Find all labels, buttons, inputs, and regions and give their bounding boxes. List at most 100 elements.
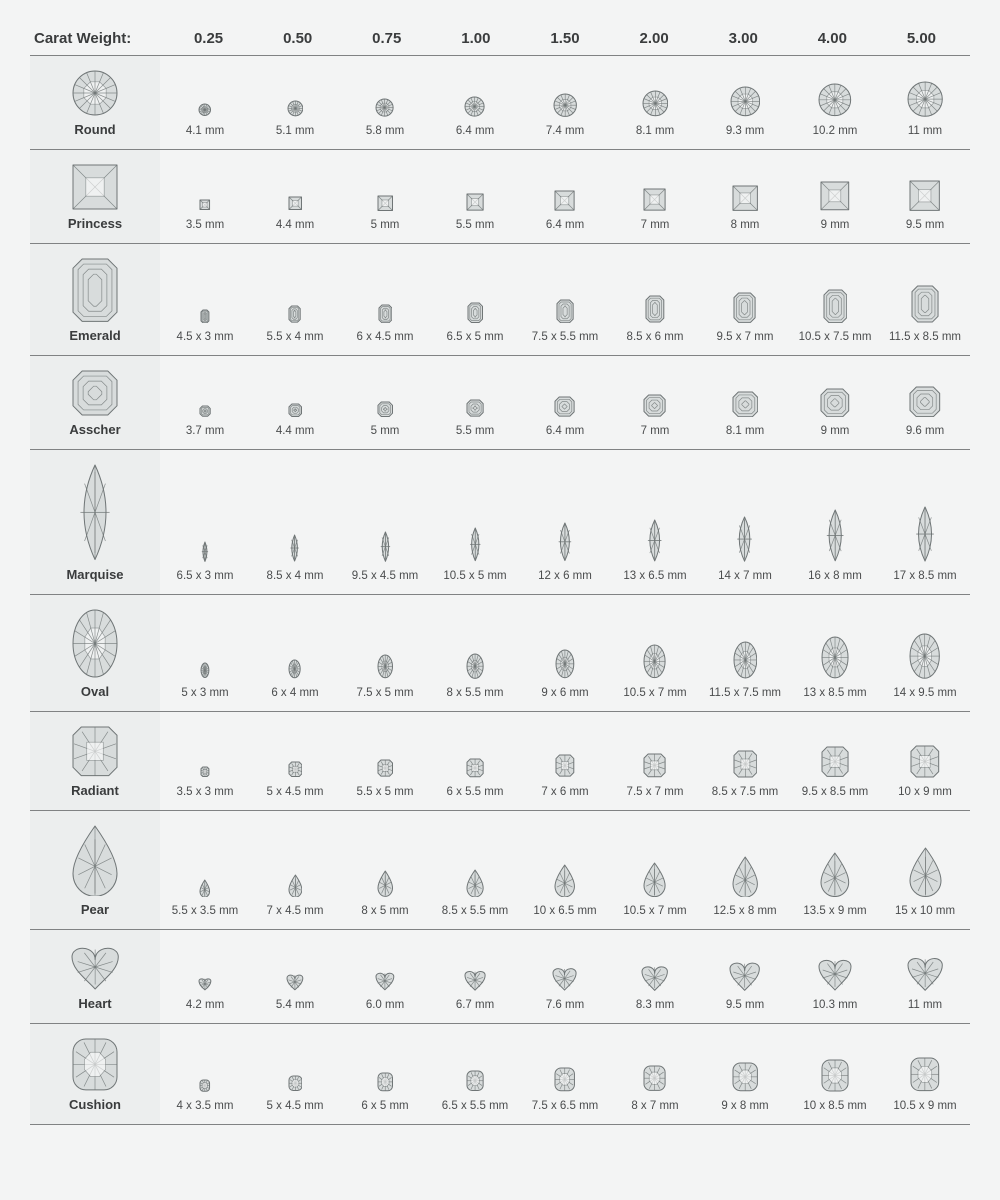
shape-key: Cushion	[30, 1024, 160, 1124]
princess-diamond-icon	[909, 180, 940, 211]
size-cell: 8.5 x 6 mm	[610, 244, 700, 355]
size-label: 4.2 mm	[186, 999, 224, 1011]
size-label: 7 mm	[641, 425, 670, 437]
size-cell: 5.5 x 5 mm	[340, 712, 430, 810]
size-cell: 10.5 x 7 mm	[610, 811, 700, 929]
radiant-diamond-icon	[72, 726, 118, 777]
size-label: 6.5 x 5 mm	[447, 331, 504, 343]
shape-key: Princess	[30, 150, 160, 243]
size-cell: 8.5 x 7.5 mm	[700, 712, 790, 810]
shape-name: Pear	[81, 902, 109, 917]
shape-name: Emerald	[69, 328, 120, 343]
size-cell: 5.5 mm	[430, 150, 520, 243]
emerald-diamond-icon	[288, 305, 301, 323]
size-label: 7.4 mm	[546, 125, 584, 137]
pear-diamond-icon	[466, 869, 484, 897]
carat-column-header: 4.00	[788, 30, 877, 47]
heart-diamond-icon	[464, 969, 486, 991]
size-label: 11 mm	[908, 125, 942, 137]
size-label: 5.5 mm	[456, 425, 494, 437]
oval-diamond-icon	[288, 659, 301, 679]
size-label: 5.5 mm	[456, 219, 494, 231]
size-label: 3.7 mm	[186, 425, 224, 437]
size-label: 8.5 x 5.5 mm	[442, 905, 508, 917]
pear-diamond-icon	[377, 870, 394, 896]
size-label: 10.5 x 9 mm	[893, 1100, 956, 1112]
heart-diamond-icon	[818, 957, 852, 991]
asscher-diamond-icon	[820, 388, 850, 418]
size-cell: 16 x 8 mm	[790, 450, 880, 594]
size-cell: 5 x 4.5 mm	[250, 1024, 340, 1124]
size-cell: 5 x 3 mm	[160, 595, 250, 711]
emerald-diamond-icon	[378, 304, 393, 324]
size-cell: 12 x 6 mm	[520, 450, 610, 594]
cushion-diamond-icon	[554, 1067, 575, 1092]
carat-column-header: 0.75	[342, 30, 431, 47]
shape-key: Pear	[30, 811, 160, 929]
size-cell: 9.5 x 7 mm	[700, 244, 790, 355]
size-cell: 3.7 mm	[160, 356, 250, 449]
asscher-diamond-icon	[199, 405, 211, 417]
asscher-diamond-icon	[909, 386, 941, 418]
shape-key: Oval	[30, 595, 160, 711]
shape-row: Marquise6.5 x 3 mm8.5 x 4 mm9.5 x 4.5 mm…	[30, 450, 970, 595]
heart-diamond-icon	[729, 960, 760, 991]
size-cell: 9 mm	[790, 356, 880, 449]
heart-diamond-icon	[907, 955, 943, 991]
size-label: 4.5 x 3 mm	[177, 331, 234, 343]
size-label: 8 x 5.5 mm	[447, 687, 504, 699]
asscher-diamond-icon	[732, 391, 759, 418]
size-label: 9.5 x 4.5 mm	[352, 570, 418, 582]
size-label: 14 x 9.5 mm	[893, 687, 956, 699]
size-label: 11.5 x 7.5 mm	[709, 687, 781, 699]
heart-diamond-icon	[552, 966, 577, 991]
size-label: 7.6 mm	[546, 999, 584, 1011]
marquise-diamond-icon	[378, 531, 393, 562]
size-label: 5 mm	[371, 219, 400, 231]
pear-diamond-icon	[732, 856, 758, 897]
size-cell: 17 x 8.5 mm	[880, 450, 970, 594]
princess-diamond-icon	[820, 181, 850, 211]
marquise-diamond-icon	[72, 464, 118, 561]
cushion-diamond-icon	[732, 1062, 758, 1092]
size-cell: 8.5 x 4 mm	[250, 450, 340, 594]
size-cell: 9.5 mm	[880, 150, 970, 243]
size-label: 6 x 5 mm	[361, 1100, 408, 1112]
size-label: 8.1 mm	[726, 425, 764, 437]
size-cell: 14 x 7 mm	[700, 450, 790, 594]
size-label: 9.5 x 7 mm	[717, 331, 774, 343]
size-label: 16 x 8 mm	[808, 570, 862, 582]
pear-diamond-icon	[554, 864, 575, 897]
round-diamond-icon	[198, 103, 212, 117]
radiant-diamond-icon	[377, 759, 394, 777]
shape-key: Heart	[30, 930, 160, 1023]
pear-diamond-icon	[288, 874, 303, 897]
asscher-diamond-icon	[643, 394, 666, 417]
size-label: 5 mm	[371, 425, 400, 437]
size-cell: 10 x 9 mm	[880, 712, 970, 810]
size-cell: 10.5 x 5 mm	[430, 450, 520, 594]
heart-diamond-icon	[286, 973, 304, 991]
size-cell: 7.5 x 5.5 mm	[520, 244, 610, 355]
heart-diamond-icon	[198, 977, 212, 991]
marquise-diamond-icon	[644, 519, 665, 562]
marquise-diamond-icon	[822, 509, 848, 562]
marquise-diamond-icon	[288, 534, 301, 562]
size-cell: 10 x 8.5 mm	[790, 1024, 880, 1124]
size-cell: 9.5 x 4.5 mm	[340, 450, 430, 594]
size-cell: 13 x 6.5 mm	[610, 450, 700, 594]
shape-key: Round	[30, 56, 160, 149]
size-cell: 9.5 mm	[700, 930, 790, 1023]
shape-key: Marquise	[30, 450, 160, 594]
radiant-diamond-icon	[288, 761, 303, 778]
radiant-diamond-icon	[821, 746, 849, 777]
size-cell: 7 mm	[610, 150, 700, 243]
asscher-diamond-icon	[377, 401, 394, 418]
size-cell: 3.5 mm	[160, 150, 250, 243]
size-cell: 5 mm	[340, 356, 430, 449]
header-label: Carat Weight:	[34, 30, 164, 47]
size-cell: 5.1 mm	[250, 56, 340, 149]
pear-diamond-icon	[199, 879, 211, 897]
shape-row: Pear5.5 x 3.5 mm7 x 4.5 mm8 x 5 mm8.5 x …	[30, 811, 970, 930]
round-diamond-icon	[642, 90, 669, 117]
